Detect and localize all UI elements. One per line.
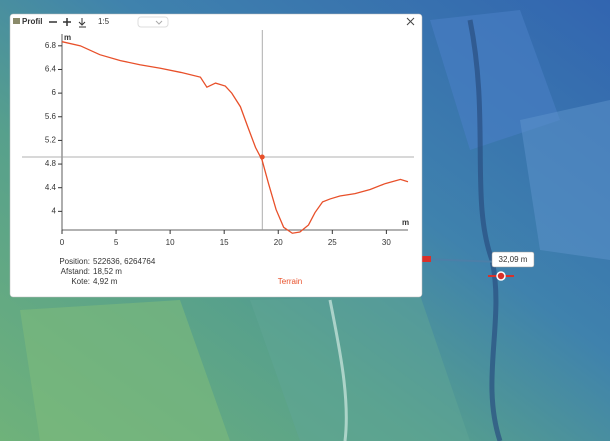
y-tick-label: 4.8 xyxy=(45,159,57,168)
x-tick-label: 0 xyxy=(60,238,65,247)
profile-point[interactable] xyxy=(497,272,505,280)
profile-window: Profil 1:5 4 4.4 4.8 5.2 5.6 6 6.4 6.8 0 5 10 15 20 2… xyxy=(10,14,422,297)
y-tick-label: 6.4 xyxy=(45,65,57,74)
y-axis-unit: m xyxy=(64,33,71,42)
info-value: 522636, 6264764 xyxy=(93,257,156,266)
y-tick-label: 6 xyxy=(52,88,57,97)
x-tick-label: 25 xyxy=(328,238,337,247)
info-label: Kote: xyxy=(71,277,90,286)
crosshair-point xyxy=(260,154,265,159)
x-tick-label: 30 xyxy=(382,238,391,247)
y-tick-label: 4.4 xyxy=(45,183,57,192)
y-tick-label: 4 xyxy=(52,206,57,215)
y-tick-label: 5.6 xyxy=(45,112,57,121)
info-label: Position: xyxy=(59,257,90,266)
profile-icon xyxy=(13,18,20,24)
x-tick-label: 20 xyxy=(274,238,283,247)
x-tick-label: 10 xyxy=(166,238,175,247)
scale: 1:5 xyxy=(98,17,110,26)
x-tick-label: 15 xyxy=(220,238,229,247)
info-label: Afstand: xyxy=(61,267,90,276)
scale-dropdown[interactable] xyxy=(138,17,168,27)
window xyxy=(10,14,422,297)
info-value: 4,92 m xyxy=(93,277,118,286)
measure-label: 32,09 m xyxy=(499,255,528,264)
window-title: Profil xyxy=(22,17,42,26)
screen: 32,09 m Profil 1:5 4 4.4 4.8 5.2 5.6 6 6.4 6.8 0… xyxy=(0,0,610,441)
y-tick-label: 6.8 xyxy=(45,41,57,50)
info-value: 18,52 m xyxy=(93,267,122,276)
profile-start xyxy=(422,256,431,262)
legend-entry: Terrain xyxy=(278,277,302,286)
x-axis-unit: m xyxy=(402,218,409,227)
x-tick-label: 5 xyxy=(114,238,119,247)
y-tick-label: 5.2 xyxy=(45,136,57,145)
